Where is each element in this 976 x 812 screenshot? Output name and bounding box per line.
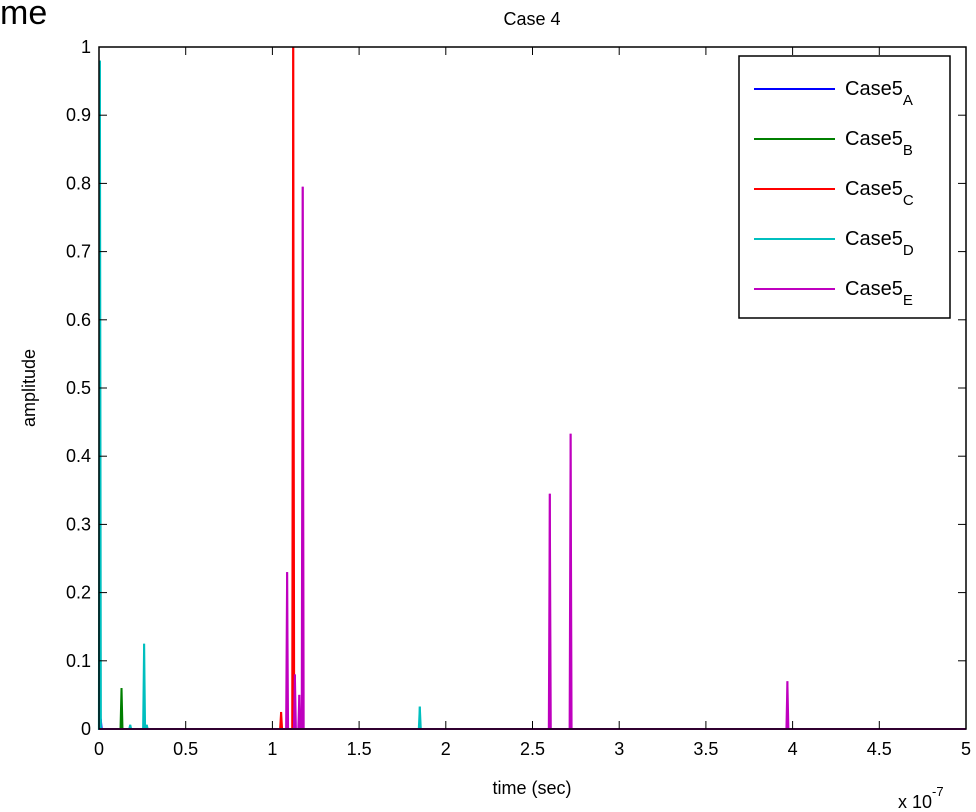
y-tick-label: 0.8 bbox=[66, 173, 91, 193]
legend-label-subscript: C bbox=[903, 192, 914, 209]
x-tick-label: 0 bbox=[94, 739, 104, 759]
x-axis-multiplier-base: x 10 bbox=[898, 792, 932, 812]
chart-title: Case 4 bbox=[503, 9, 560, 29]
legend-label-name: Case5 bbox=[845, 278, 903, 300]
legend-label-subscript: E bbox=[903, 292, 913, 309]
legend-label-name: Case5 bbox=[845, 78, 903, 100]
legend-label-name: Case5 bbox=[845, 228, 903, 250]
x-tick-label: 5 bbox=[961, 739, 971, 759]
x-tick-label: 4.5 bbox=[867, 739, 892, 759]
x-tick-label: 1.5 bbox=[347, 739, 372, 759]
corner-text-fragment: me bbox=[0, 0, 48, 32]
legend-label-subscript: B bbox=[903, 142, 913, 159]
x-tick-label: 3.5 bbox=[693, 739, 718, 759]
x-tick-label: 3 bbox=[614, 739, 624, 759]
x-tick-label: 1 bbox=[267, 739, 277, 759]
legend-label-subscript: D bbox=[903, 242, 914, 259]
y-tick-label: 0.6 bbox=[66, 310, 91, 330]
y-axis-label: amplitude bbox=[19, 349, 39, 427]
y-tick-label: 0.9 bbox=[66, 105, 91, 125]
legend-label-b: Case5B bbox=[845, 128, 913, 159]
x-tick-label: 2 bbox=[441, 739, 451, 759]
x-tick-label: 0.5 bbox=[173, 739, 198, 759]
y-tick-label: 0.1 bbox=[66, 651, 91, 671]
legend-label-d: Case5D bbox=[845, 228, 914, 259]
y-tick-label: 0.3 bbox=[66, 514, 91, 534]
y-tick-label: 0.7 bbox=[66, 242, 91, 262]
axes: 0 0.5 1 1.5 2 2.5 3 3.5 4 4.5 5 0 0.1 0.2 0.3 0.4 0.5 0.6… bbox=[66, 37, 971, 759]
legend-box bbox=[738, 55, 951, 319]
legend-label-a: Case5A bbox=[845, 78, 913, 109]
chart-labels: Case 4 time (sec) amplitude x 10-7 bbox=[19, 9, 944, 812]
legend-label-c: Case5C bbox=[845, 178, 914, 209]
legend-label-e: Case5E bbox=[845, 278, 913, 309]
y-tick-label: 0 bbox=[81, 719, 91, 739]
x-axis-multiplier-exponent: -7 bbox=[932, 784, 944, 799]
y-tick-label: 0.2 bbox=[66, 583, 91, 603]
legend-label-name: Case5 bbox=[845, 178, 903, 200]
legend-label-name: Case5 bbox=[845, 128, 903, 150]
x-tick-label: 2.5 bbox=[520, 739, 545, 759]
x-axis-label: time (sec) bbox=[492, 778, 571, 798]
y-tick-label: 1 bbox=[81, 37, 91, 57]
x-tick-label: 4 bbox=[788, 739, 798, 759]
y-tick-label: 0.5 bbox=[66, 378, 91, 398]
x-axis-multiplier: x 10-7 bbox=[898, 784, 944, 812]
y-tick-label: 0.4 bbox=[66, 446, 91, 466]
legend-label-subscript: A bbox=[903, 92, 913, 109]
